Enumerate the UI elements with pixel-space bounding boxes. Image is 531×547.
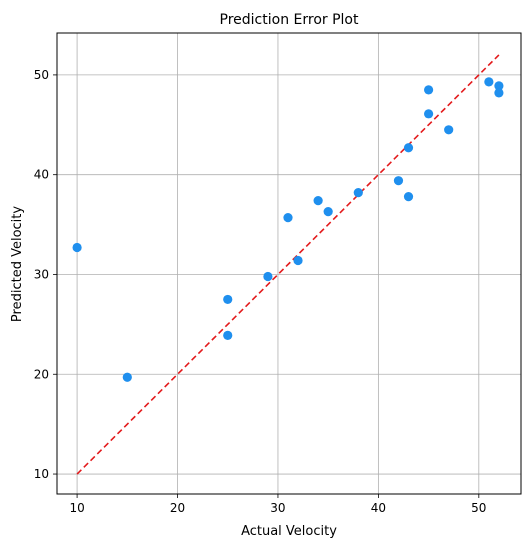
y-tick-label: 20 (34, 367, 49, 381)
x-tick-label: 10 (69, 501, 84, 515)
grid-lines (57, 33, 521, 494)
perfect-prediction-line (76, 54, 500, 475)
data-point (323, 207, 333, 217)
data-point (444, 125, 454, 135)
data-point (484, 77, 494, 87)
y-tick-label: 40 (34, 168, 49, 182)
axes-frame (56, 32, 522, 495)
data-point (223, 330, 233, 340)
data-point (494, 88, 504, 98)
data-point (424, 85, 434, 95)
y-axis-ticks: 10 20 30 40 50 (34, 68, 57, 481)
x-axis-ticks: 10 20 30 40 50 (69, 494, 486, 515)
data-point (353, 188, 363, 198)
x-tick-label: 40 (371, 501, 386, 515)
data-point (293, 255, 303, 266)
data-point (72, 242, 82, 253)
data-point (122, 372, 132, 382)
data-point (283, 212, 293, 223)
data-point (494, 81, 504, 91)
y-tick-label: 10 (34, 467, 49, 481)
y-tick-label: 30 (34, 267, 49, 281)
y-axis-label: Predicted Velocity (10, 206, 25, 322)
data-point (403, 192, 414, 202)
data-point (393, 176, 404, 186)
x-axis-label: Actual Velocity (241, 524, 337, 539)
y-tick-label: 50 (34, 68, 49, 82)
x-tick-label: 50 (471, 501, 486, 515)
data-point (403, 143, 414, 153)
x-tick-label: 20 (170, 501, 185, 515)
data-point (223, 294, 233, 305)
data-points (72, 77, 504, 382)
data-point (263, 271, 273, 282)
chart-title: Prediction Error Plot (220, 12, 359, 28)
data-point (424, 109, 434, 119)
x-tick-label: 30 (270, 501, 285, 515)
data-point (313, 196, 323, 206)
